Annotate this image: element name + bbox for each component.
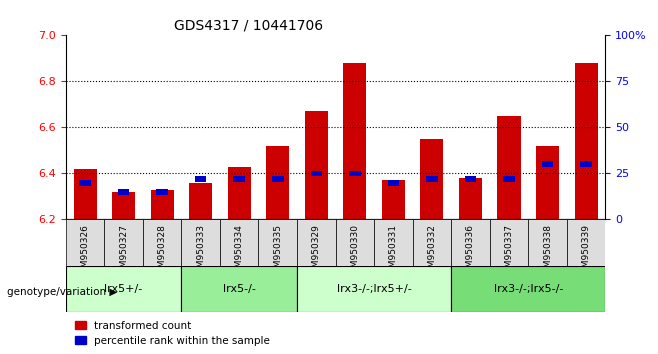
Text: GSM950333: GSM950333 [196, 224, 205, 279]
Text: lrx5+/-: lrx5+/- [105, 284, 143, 293]
Bar [305, 112, 328, 219]
FancyBboxPatch shape [336, 219, 374, 266]
FancyBboxPatch shape [297, 266, 451, 312]
Bar [459, 178, 482, 219]
Bar [157, 189, 168, 195]
Text: GSM950327: GSM950327 [119, 224, 128, 279]
Text: lrx3-/-;lrx5-/-: lrx3-/-;lrx5-/- [494, 284, 563, 293]
Text: GSM950330: GSM950330 [350, 224, 359, 279]
Bar [426, 176, 438, 182]
FancyBboxPatch shape [297, 219, 336, 266]
Bar [465, 176, 476, 182]
Text: GSM950329: GSM950329 [312, 224, 321, 279]
Bar [382, 181, 405, 219]
Text: GDS4317 / 10441706: GDS4317 / 10441706 [174, 19, 323, 33]
FancyBboxPatch shape [567, 219, 605, 266]
Text: GSM950337: GSM950337 [505, 224, 513, 279]
Text: GSM950338: GSM950338 [543, 224, 552, 279]
Bar [536, 146, 559, 219]
Bar [574, 63, 597, 219]
Bar [228, 167, 251, 219]
Text: GSM950335: GSM950335 [273, 224, 282, 279]
FancyBboxPatch shape [451, 219, 490, 266]
Text: GSM950328: GSM950328 [158, 224, 166, 279]
FancyBboxPatch shape [451, 266, 605, 312]
Text: GSM950336: GSM950336 [466, 224, 475, 279]
Bar [542, 161, 553, 167]
Bar [343, 63, 367, 219]
FancyBboxPatch shape [182, 266, 297, 312]
Bar [266, 146, 290, 219]
Bar [311, 171, 322, 176]
Bar [497, 116, 520, 219]
Bar [234, 176, 245, 182]
Text: GSM950331: GSM950331 [389, 224, 398, 279]
Bar [112, 192, 135, 219]
Text: GSM950326: GSM950326 [80, 224, 89, 279]
Bar [580, 161, 592, 167]
Bar [189, 183, 213, 219]
Legend: transformed count, percentile rank within the sample: transformed count, percentile rank withi… [71, 317, 274, 350]
FancyBboxPatch shape [105, 219, 143, 266]
FancyBboxPatch shape [413, 219, 451, 266]
Bar [503, 176, 515, 182]
FancyBboxPatch shape [490, 219, 528, 266]
Bar [195, 176, 207, 182]
Text: GSM950334: GSM950334 [235, 224, 243, 279]
Text: lrx5-/-: lrx5-/- [223, 284, 256, 293]
FancyBboxPatch shape [374, 219, 413, 266]
FancyBboxPatch shape [143, 219, 182, 266]
Bar [151, 190, 174, 219]
Bar [349, 171, 361, 176]
Text: GSM950339: GSM950339 [582, 224, 591, 279]
Bar [118, 189, 130, 195]
Bar [74, 169, 97, 219]
FancyBboxPatch shape [66, 266, 182, 312]
Bar [420, 139, 443, 219]
Text: genotype/variation ▶: genotype/variation ▶ [7, 287, 117, 297]
Bar [79, 180, 91, 185]
Bar [272, 176, 284, 182]
Text: lrx3-/-;lrx5+/-: lrx3-/-;lrx5+/- [337, 284, 411, 293]
Bar [388, 180, 399, 185]
FancyBboxPatch shape [528, 219, 567, 266]
FancyBboxPatch shape [66, 219, 105, 266]
Text: GSM950332: GSM950332 [428, 224, 436, 279]
FancyBboxPatch shape [182, 219, 220, 266]
FancyBboxPatch shape [259, 219, 297, 266]
FancyBboxPatch shape [220, 219, 259, 266]
